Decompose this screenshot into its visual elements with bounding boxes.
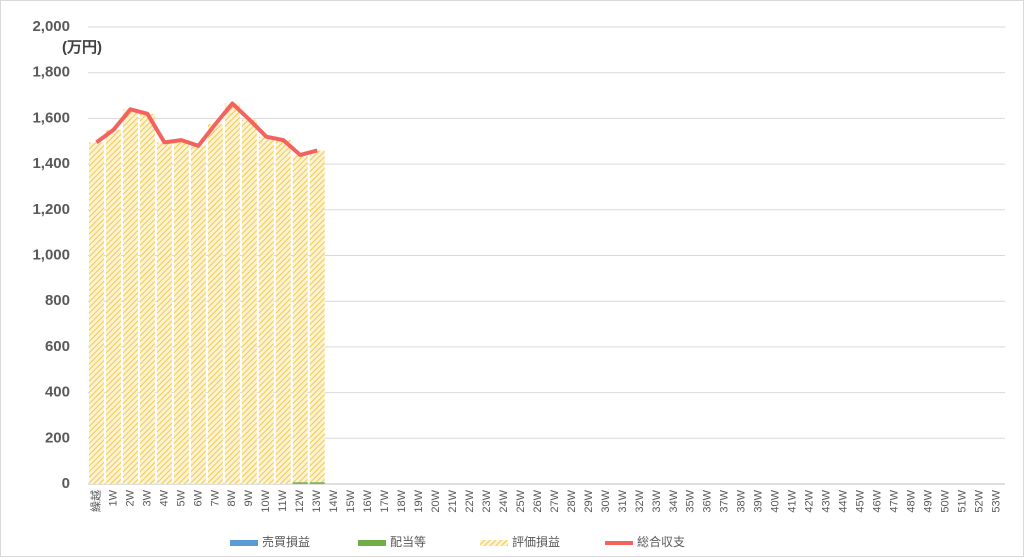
y-tick-label: 1,000 xyxy=(32,246,70,263)
x-tick-label: 27W xyxy=(549,489,561,512)
y-tick-label: 1,400 xyxy=(32,155,70,172)
bar-segment xyxy=(190,145,206,484)
y-tick-label: 200 xyxy=(45,429,70,446)
bar-segment xyxy=(292,154,308,483)
x-tick-label: 48W xyxy=(906,489,918,512)
x-tick-label: 32W xyxy=(634,489,646,512)
legend-swatch xyxy=(480,540,508,546)
y-tick-label: 2,000 xyxy=(32,18,70,35)
y-tick-label: 1,800 xyxy=(32,64,70,81)
x-tick-label: 4W xyxy=(158,489,170,506)
x-tick-label: 7W xyxy=(209,489,221,506)
x-tick-label: 17W xyxy=(379,489,391,512)
x-tick-label: 10W xyxy=(260,489,272,512)
x-tick-label: 15W xyxy=(345,489,357,512)
x-tick-label: 39W xyxy=(753,489,765,512)
x-tick-label: 25W xyxy=(515,489,527,512)
x-tick-label: 20W xyxy=(430,489,442,512)
x-tick-label: 28W xyxy=(566,489,578,512)
bar-segment xyxy=(292,483,308,484)
bar-segment xyxy=(122,109,138,484)
x-tick-label: 43W xyxy=(821,489,833,512)
bar-segment xyxy=(309,482,325,484)
legend-swatch xyxy=(230,540,258,546)
line-series xyxy=(95,101,318,157)
x-tick-label: 19W xyxy=(413,489,425,512)
x-tick-label: 40W xyxy=(770,489,782,512)
x-tick-label: 2W xyxy=(124,489,136,506)
x-tick-label: 9W xyxy=(243,489,255,506)
bar-segment xyxy=(139,113,155,484)
bar-segment xyxy=(292,482,308,484)
bar-segment xyxy=(224,103,240,485)
x-tick-label: 26W xyxy=(532,489,544,512)
legend-label: 配当等 xyxy=(390,535,426,549)
x-tick-label: 45W xyxy=(855,489,867,512)
y-tick-label: 800 xyxy=(45,292,70,309)
x-tick-label: 6W xyxy=(192,489,204,506)
bar-segment xyxy=(207,124,223,485)
y-tick-label: 1,200 xyxy=(32,201,70,218)
y-tick-label: 400 xyxy=(45,384,70,401)
x-tick-label: 16W xyxy=(362,489,374,512)
x-tick-label: 29W xyxy=(583,489,595,512)
x-tick-label: 12W xyxy=(294,489,306,512)
x-tick-label: 30W xyxy=(600,489,612,512)
x-tick-label: 37W xyxy=(719,489,731,512)
legend-label: 売買損益 xyxy=(262,534,310,549)
x-tick-label: 23W xyxy=(481,489,493,512)
x-tick-label: 42W xyxy=(804,489,816,512)
x-tick-label: 18W xyxy=(396,489,408,512)
x-tick-label: 11W xyxy=(277,489,289,511)
x-tick-label: 53W xyxy=(990,489,1002,512)
x-tick-label: 14W xyxy=(328,489,340,512)
x-tick-label: 35W xyxy=(685,489,697,512)
x-tick-label: 38W xyxy=(736,489,748,512)
bar-segment xyxy=(156,142,172,484)
legend-label: 評価損益 xyxy=(512,534,560,549)
y-axis-unit: (万円) xyxy=(62,39,102,56)
x-tick-label: 13W xyxy=(311,489,323,512)
bar-segment xyxy=(309,483,325,484)
x-tick-label: 41W xyxy=(787,489,799,512)
x-tick-label: 46W xyxy=(872,489,884,512)
x-tick-label: 1W xyxy=(107,489,119,506)
x-tick-label: 33W xyxy=(651,489,663,512)
bar-segment xyxy=(275,140,291,485)
x-tick-label: 31W xyxy=(617,489,629,512)
x-tick-label: 21W xyxy=(447,489,459,512)
bar-segment xyxy=(309,150,325,483)
bar-segment xyxy=(173,140,189,485)
x-tick-label: 44W xyxy=(838,489,850,512)
x-tick-label: 52W xyxy=(973,489,985,512)
legend-swatch xyxy=(358,540,386,546)
x-tick-label: 8W xyxy=(226,489,238,506)
x-tick-label: 51W xyxy=(956,489,968,512)
bar-segment xyxy=(241,119,257,484)
x-tick-label: 24W xyxy=(498,489,510,512)
x-tick-label: 34W xyxy=(668,489,680,512)
legend-label: 総合収支 xyxy=(637,534,685,549)
bar-segment xyxy=(106,129,121,484)
bar-segment xyxy=(89,142,104,484)
y-tick-label: 600 xyxy=(45,338,70,355)
x-tick-label: 3W xyxy=(141,489,153,506)
y-tick-label: 0 xyxy=(62,475,70,492)
x-tick-label: 36W xyxy=(702,489,714,512)
x-tick-label: 5W xyxy=(175,489,187,506)
x-tick-label: 22W xyxy=(464,489,476,512)
x-tick-label: 50W xyxy=(939,489,951,512)
y-tick-label: 1,600 xyxy=(32,109,70,126)
x-tick-label: 49W xyxy=(922,489,934,512)
bar-segment xyxy=(258,136,274,484)
x-tick-label: 繰越 xyxy=(88,490,102,512)
x-tick-label: 47W xyxy=(889,489,901,512)
